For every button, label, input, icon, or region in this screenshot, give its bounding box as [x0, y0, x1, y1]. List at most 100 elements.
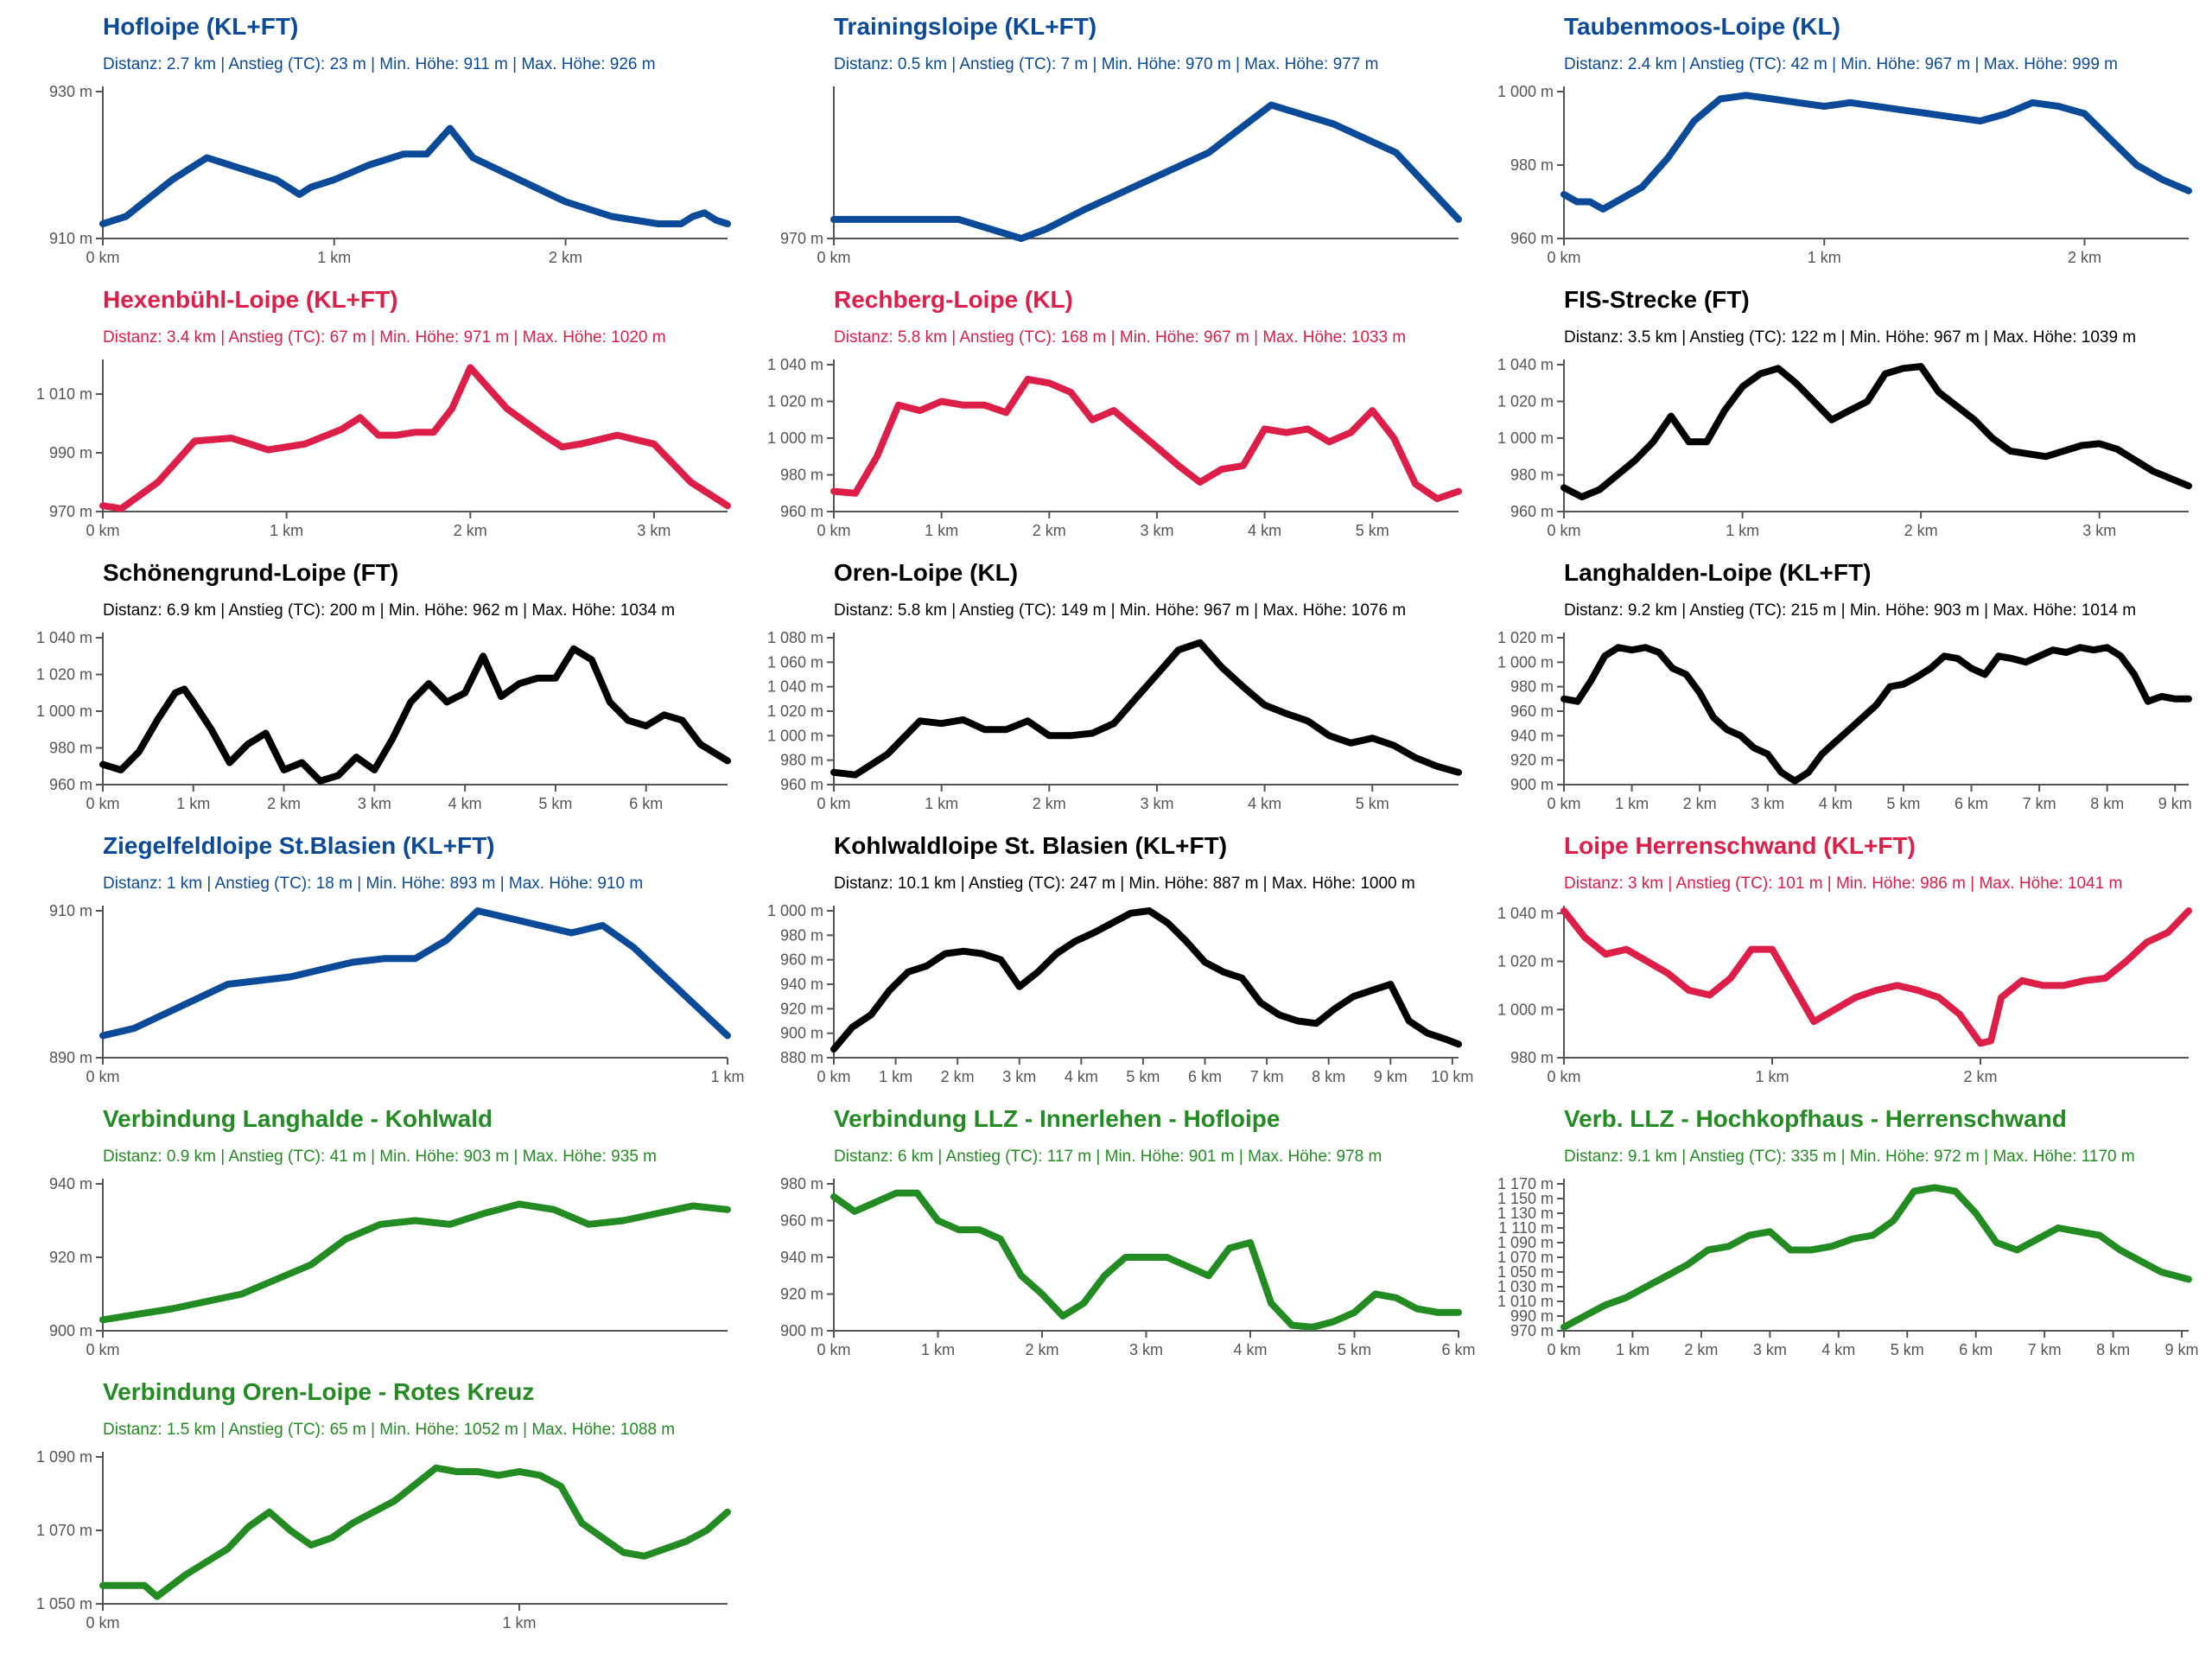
- y-tick-label: 1 020 m: [1497, 629, 1554, 646]
- chart-title: Verbindung Oren-Loipe - Rotes Kreuz: [103, 1378, 534, 1405]
- elevation-chart: Trainingsloipe (KL+FT) Distanz: 0.5 km | …: [780, 13, 1462, 266]
- chart-subtitle: Distanz: 9.2 km | Anstieg (TC): 215 m | …: [1564, 601, 2136, 620]
- x-tick-label: 0 km: [86, 522, 119, 539]
- elevation-chart: Hofloipe (KL+FT) Distanz: 2.7 km | Anstie…: [49, 13, 731, 266]
- chart-subtitle: Distanz: 5.8 km | Anstieg (TC): 149 m | …: [834, 601, 1406, 620]
- y-tick-label: 1 040 m: [767, 678, 823, 696]
- elevation-chart: Schönengrund-Loipe (FT) Distanz: 6.9 km |…: [36, 559, 731, 812]
- y-tick-label: 890 m: [49, 1049, 92, 1066]
- x-tick-label: 0 km: [86, 1614, 119, 1631]
- x-tick-label: 5 km: [538, 795, 572, 812]
- x-tick-label: 8 km: [2096, 1341, 2130, 1358]
- x-tick-label: 3 km: [1751, 795, 1784, 812]
- y-tick-label: 1 150 m: [1497, 1190, 1554, 1207]
- x-tick-label: 5 km: [1356, 522, 1389, 539]
- x-tick-label: 7 km: [1250, 1068, 1284, 1085]
- y-tick-label: 1 130 m: [1497, 1205, 1554, 1222]
- x-tick-label: 1 km: [1615, 795, 1649, 812]
- y-tick-label: 1 000 m: [1497, 429, 1554, 447]
- elevation-chart: Oren-Loipe (KL) Distanz: 5.8 km | Anstieg…: [767, 559, 1462, 812]
- y-tick-label: 1 170 m: [1497, 1175, 1554, 1193]
- chart-title: Verbindung Langhalde - Kohlwald: [103, 1105, 493, 1132]
- x-tick-label: 0 km: [86, 249, 119, 266]
- x-tick-label: 0 km: [86, 1068, 119, 1085]
- x-tick-label: 7 km: [2023, 795, 2056, 812]
- y-tick-label: 1 030 m: [1497, 1278, 1554, 1295]
- elevation-line: [99, 1200, 731, 1324]
- x-tick-label: 4 km: [1065, 1068, 1098, 1085]
- x-tick-label: 1 km: [925, 522, 958, 539]
- y-tick-label: 1 090 m: [36, 1448, 92, 1466]
- x-tick-label: 4 km: [1821, 1341, 1855, 1358]
- elevation-line: [830, 907, 1462, 1053]
- y-tick-label: 990 m: [1510, 1307, 1554, 1325]
- y-tick-label: 1 000 m: [1497, 83, 1554, 100]
- elevation-line: [830, 101, 1462, 242]
- chart-subtitle: Distanz: 3.5 km | Anstieg (TC): 122 m | …: [1564, 328, 2136, 347]
- y-tick-label: 1 020 m: [1497, 393, 1554, 410]
- chart-title: Rechberg-Loipe (KL): [834, 286, 1073, 313]
- y-tick-label: 960 m: [780, 951, 823, 969]
- elevation-chart: Verb. LLZ - Hochkopfhaus - Herrenschwand…: [1497, 1105, 2199, 1358]
- x-tick-label: 2 km: [1904, 522, 1938, 539]
- chart-subtitle: Distanz: 3.4 km | Anstieg (TC): 67 m | M…: [103, 328, 666, 347]
- chart-subtitle: Distanz: 10.1 km | Anstieg (TC): 247 m |…: [834, 875, 1415, 893]
- chart-title: Verbindung LLZ - Innerlehen - Hofloipe: [834, 1105, 1280, 1132]
- elevation-line: [99, 364, 731, 512]
- x-tick-label: 1 km: [1616, 1341, 1649, 1358]
- y-tick-label: 1 010 m: [1497, 1293, 1554, 1310]
- x-tick-label: 4 km: [448, 795, 482, 812]
- elevation-line: [830, 376, 1462, 503]
- x-tick-label: 3 km: [637, 522, 671, 539]
- x-tick-label: 1 km: [925, 795, 958, 812]
- x-tick-label: 3 km: [1002, 1068, 1036, 1085]
- chart-title: Loipe Herrenschwand (KL+FT): [1564, 832, 1916, 859]
- y-tick-label: 1 000 m: [1497, 653, 1554, 671]
- chart-subtitle: Distanz: 0.5 km | Anstieg (TC): 7 m | Mi…: [834, 55, 1378, 73]
- x-tick-label: 5 km: [1891, 1341, 1924, 1358]
- chart-title: Hofloipe (KL+FT): [103, 13, 298, 40]
- y-tick-label: 940 m: [49, 1175, 92, 1193]
- chart-subtitle: Distanz: 5.8 km | Anstieg (TC): 168 m | …: [834, 328, 1406, 347]
- y-tick-label: 1 000 m: [36, 703, 92, 720]
- x-tick-label: 9 km: [2165, 1341, 2199, 1358]
- x-tick-label: 9 km: [1374, 1068, 1408, 1085]
- y-tick-label: 960 m: [1510, 230, 1554, 247]
- chart-title: Schönengrund-Loipe (FT): [103, 559, 398, 586]
- elevation-line: [830, 1189, 1462, 1331]
- x-tick-label: 3 km: [1140, 522, 1173, 539]
- elevation-line: [99, 1464, 731, 1600]
- y-tick-label: 910 m: [49, 230, 92, 247]
- x-tick-label: 2 km: [1033, 522, 1066, 539]
- y-tick-label: 1 050 m: [36, 1595, 92, 1612]
- x-tick-label: 5 km: [1886, 795, 1920, 812]
- y-tick-label: 1 020 m: [36, 666, 92, 684]
- y-tick-label: 1 000 m: [767, 727, 823, 744]
- y-tick-label: 940 m: [780, 1249, 823, 1266]
- elevation-line: [1560, 92, 2192, 213]
- chart-title: Ziegelfeldloipe St.Blasien (KL+FT): [103, 832, 495, 859]
- elevation-chart: Taubenmoos-Loipe (KL) Distanz: 2.4 km | A…: [1497, 13, 2192, 266]
- elevation-chart: Langhalden-Loipe (KL+FT) Distanz: 9.2 km …: [1497, 559, 2192, 812]
- chart-title: Verb. LLZ - Hochkopfhaus - Herrenschwand: [1564, 1105, 2067, 1132]
- y-tick-label: 960 m: [1510, 703, 1554, 720]
- chart-title: Kohlwaldloipe St. Blasien (KL+FT): [834, 832, 1227, 859]
- y-tick-label: 970 m: [780, 230, 823, 247]
- y-tick-label: 900 m: [1510, 776, 1554, 793]
- y-tick-label: 980 m: [780, 752, 823, 769]
- x-tick-label: 2 km: [1963, 1068, 1997, 1085]
- x-tick-label: 2 km: [1033, 795, 1066, 812]
- chart-subtitle: Distanz: 1 km | Anstieg (TC): 18 m | Min…: [103, 875, 643, 893]
- y-tick-label: 990 m: [49, 444, 92, 461]
- y-tick-label: 960 m: [780, 503, 823, 520]
- chart-subtitle: Distanz: 6 km | Anstieg (TC): 117 m | Mi…: [834, 1148, 1382, 1166]
- y-tick-label: 960 m: [49, 776, 92, 793]
- y-tick-label: 980 m: [780, 467, 823, 484]
- chart-subtitle: Distanz: 0.9 km | Anstieg (TC): 41 m | M…: [103, 1148, 657, 1166]
- elevation-chart: Verbindung Langhalde - Kohlwald Distanz: …: [49, 1105, 731, 1358]
- x-tick-label: 1 km: [879, 1068, 912, 1085]
- x-tick-label: 0 km: [86, 795, 119, 812]
- chart-title: Trainingsloipe (KL+FT): [834, 13, 1096, 40]
- elevation-line: [99, 645, 731, 785]
